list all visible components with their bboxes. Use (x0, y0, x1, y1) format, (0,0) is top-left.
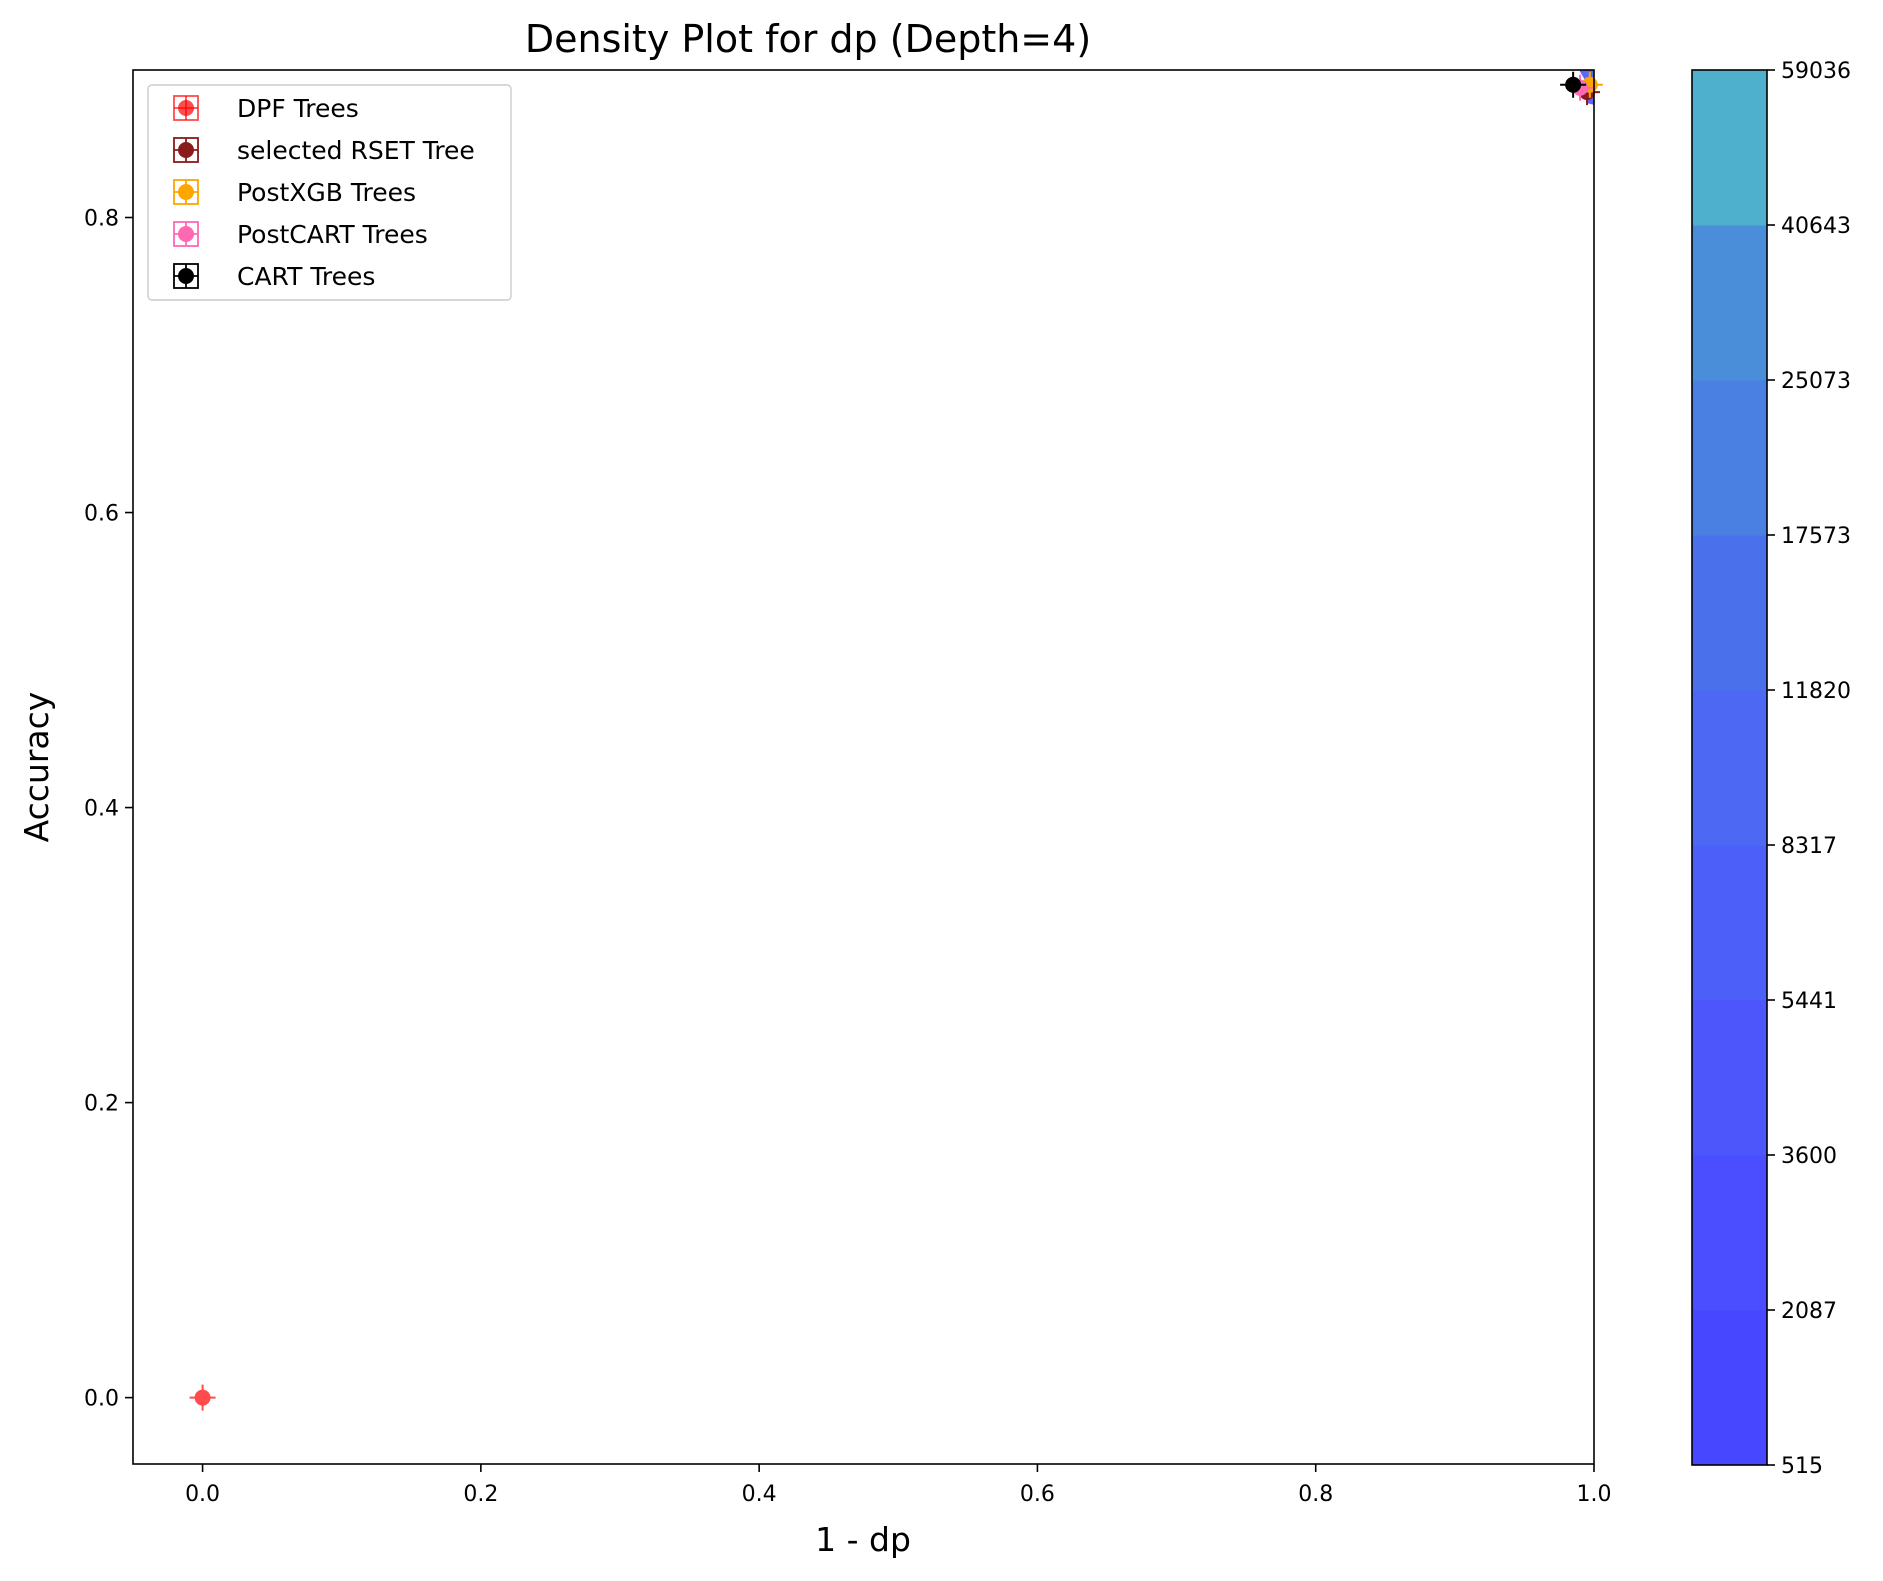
legend-box (147, 84, 512, 301)
colorbar-segment (1692, 845, 1767, 1001)
x-tick-label: 0.8 (1298, 1482, 1333, 1507)
x-tick-label: 0.4 (742, 1482, 777, 1507)
colorbar-segment (1692, 1000, 1767, 1156)
y-tick-label: 0.6 (84, 502, 119, 527)
legend-item: PostXGB Trees (173, 178, 416, 207)
colorbar-segment (1692, 1310, 1767, 1466)
colorbar-segment (1692, 690, 1767, 846)
x-axis-title: 1 - dp (815, 1520, 911, 1559)
legend-marker (178, 100, 194, 116)
legend-marker (178, 268, 194, 284)
colorbar-tick-label: 3600 (1781, 1144, 1837, 1169)
legend-marker (178, 226, 194, 242)
colorbar-tick-label: 17573 (1781, 524, 1851, 549)
data-point (189, 1384, 216, 1411)
x-tick-label: 0.0 (185, 1482, 220, 1507)
y-tick-label: 0.0 (84, 1387, 119, 1412)
x-tick-label: 0.2 (463, 1482, 498, 1507)
plot-background (133, 70, 1594, 1464)
colorbar-segment (1692, 70, 1767, 226)
data-point (1560, 71, 1587, 98)
legend-label: PostXGB Trees (237, 178, 416, 207)
colorbar-tick-label: 515 (1781, 1454, 1823, 1479)
colorbar-tick-label: 59036 (1781, 59, 1851, 84)
x-axis: 0.0 0.2 0.4 0.6 0.8 1.0 (185, 1464, 1612, 1507)
point-marker (1565, 76, 1582, 93)
y-tick-label: 0.8 (84, 207, 119, 232)
legend-marker (178, 142, 194, 158)
plot-frame (132, 69, 1595, 1465)
y-axis-title: Accuracy (17, 692, 56, 843)
legend-item: CART Trees (173, 262, 375, 291)
legend-label: selected RSET Tree (237, 136, 475, 165)
legend-item: DPF Trees (173, 94, 359, 123)
legend-item: selected RSET Tree (173, 136, 475, 165)
legend: DPF Trees selected RSET Tree PostXGB Trees… (147, 84, 512, 301)
plot-area (132, 69, 1603, 1465)
x-tick-label: 0.6 (1020, 1482, 1055, 1507)
colorbar-tick-label: 40643 (1781, 214, 1851, 239)
colorbar-tick-label: 8317 (1781, 834, 1837, 859)
colorbar-segment (1692, 225, 1767, 381)
colorbar-tick-label: 2087 (1781, 1299, 1837, 1324)
colorbar-tick-label: 5441 (1781, 989, 1837, 1014)
colorbar-segment (1692, 1155, 1767, 1311)
colorbar-segment (1692, 535, 1767, 691)
data-points (189, 71, 1603, 1411)
y-tick-label: 0.2 (84, 1092, 119, 1117)
legend-item: PostCART Trees (173, 220, 428, 249)
x-tick-label: 1.0 (1577, 1482, 1612, 1507)
legend-marker (178, 184, 194, 200)
colorbar-frame (1691, 69, 1768, 1466)
y-tick-label: 0.4 (84, 797, 119, 822)
legend-label: CART Trees (237, 262, 375, 291)
colorbar-tick-label: 11820 (1781, 679, 1851, 704)
colorbar: 515 2087 3600 5441 8317 11820 17573 25073 40643 5… (1691, 59, 1851, 1479)
colorbar-segment (1692, 380, 1767, 536)
point-marker (194, 1389, 211, 1406)
y-axis: 0.0 0.2 0.4 0.6 0.8 (84, 207, 133, 1412)
chart-title: Density Plot for dp (Depth=4) (525, 17, 1091, 61)
legend-label: PostCART Trees (237, 220, 428, 249)
legend-label: DPF Trees (237, 94, 359, 123)
colorbar-tick-label: 25073 (1781, 369, 1851, 394)
